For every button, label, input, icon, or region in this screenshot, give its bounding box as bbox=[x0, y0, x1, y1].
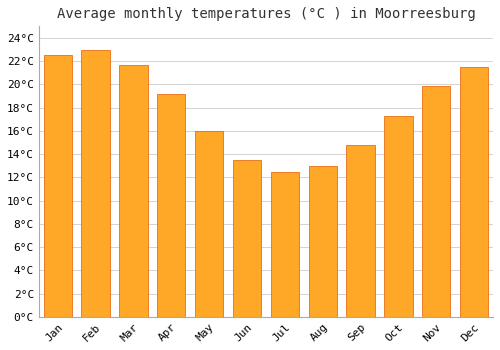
Bar bbox=[346, 145, 375, 317]
Bar bbox=[44, 55, 72, 317]
Bar bbox=[270, 172, 299, 317]
Bar bbox=[233, 160, 261, 317]
Bar bbox=[308, 166, 337, 317]
Bar bbox=[82, 49, 110, 317]
Bar bbox=[119, 65, 148, 317]
Bar bbox=[195, 131, 224, 317]
Title: Average monthly temperatures (°C ) in Moorreesburg: Average monthly temperatures (°C ) in Mo… bbox=[56, 7, 476, 21]
Bar bbox=[422, 85, 450, 317]
Bar bbox=[384, 116, 412, 317]
Bar bbox=[460, 67, 488, 317]
Bar bbox=[157, 94, 186, 317]
